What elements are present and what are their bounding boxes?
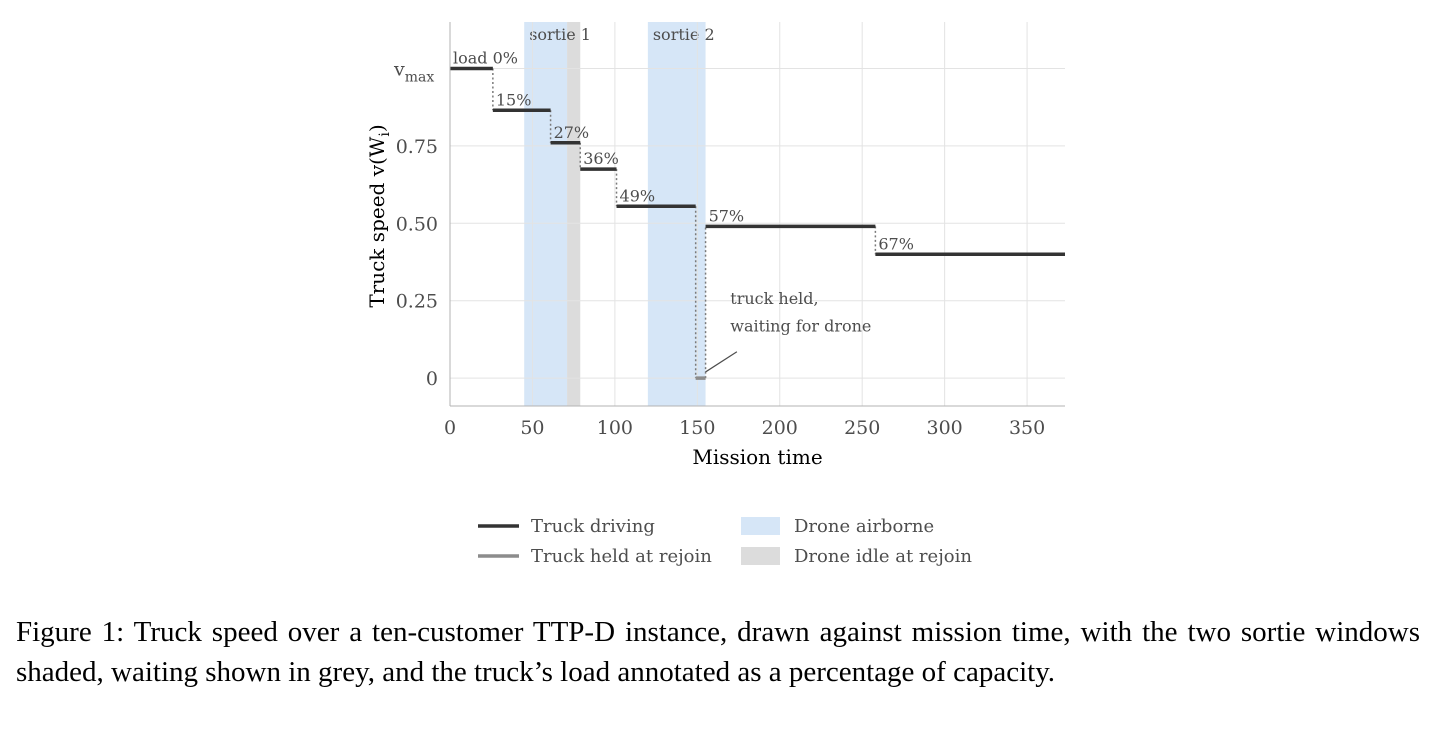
- legend-key-3: [741, 517, 780, 535]
- speed-chart: sortie 1 sortie 2 load 0% 15% 27% 36%49% 57% 6…: [365, 22, 1065, 567]
- legend-label-1: Truck driving: [531, 516, 655, 537]
- sortie-label-2: sortie 2: [653, 25, 715, 44]
- x-tick-label: 0: [444, 417, 456, 439]
- load-label-4: 36%: [583, 149, 619, 168]
- x-tick-label: 350: [1009, 417, 1045, 439]
- legend-label-2: Truck held at rejoin: [531, 546, 712, 567]
- sortie-band-1: [524, 22, 568, 406]
- axes: 0 50 100 150 200 250 300 350 0 0.25 0.50 0.75 vmax Mi…: [365, 22, 1065, 469]
- idle-band-1: [567, 22, 581, 406]
- load-label-5: 49%: [620, 186, 656, 205]
- grid-lines: [449, 22, 1065, 406]
- wait-annotation: truck held, waiting for drone: [705, 289, 871, 373]
- x-tick-label: 250: [844, 417, 880, 439]
- load-label-3: 27%: [554, 123, 590, 142]
- annotation-line-1: truck held,: [730, 289, 818, 308]
- load-label-6: 57%: [709, 206, 745, 225]
- figure-caption: Figure 1: Truck speed over a ten-custome…: [16, 616, 1420, 688]
- step-connectors: [492, 68, 877, 379]
- annotation-pointer: [705, 351, 738, 373]
- annotation-line-2: waiting for drone: [730, 317, 871, 336]
- legend-label-3: Drone airborne: [794, 516, 934, 537]
- x-tick-label: 300: [927, 417, 963, 439]
- x-tick-label: 100: [597, 417, 633, 439]
- y-axis-title: Truck speed v(Wi): [365, 124, 393, 307]
- load-labels: load 0% 15% 27% 36%49% 57% 67%: [453, 48, 914, 253]
- x-axis-title: Mission time: [692, 445, 822, 469]
- load-label-7: 67%: [878, 234, 914, 253]
- speed-segments: [450, 66, 1065, 380]
- y-tick-label: vmax: [393, 58, 434, 85]
- load-label-2: 15%: [496, 90, 532, 109]
- legend: Truck driving Truck held at rejoin Drone a…: [478, 516, 972, 567]
- y-tick-label: 0: [426, 368, 438, 390]
- legend-key-4: [741, 547, 780, 565]
- y-tick-label: 0.75: [396, 136, 438, 158]
- y-tick-label: 0.25: [396, 291, 438, 313]
- x-tick-label: 200: [762, 417, 798, 439]
- sortie-label-1: sortie 1: [529, 25, 591, 44]
- sortie-bands: sortie 1 sortie 2: [524, 22, 715, 406]
- x-tick-label: 50: [520, 417, 544, 439]
- x-tick-label: 150: [679, 417, 715, 439]
- y-tick-label: 0.50: [396, 213, 438, 235]
- load-label-1: load 0%: [453, 48, 518, 67]
- legend-label-4: Drone idle at rejoin: [794, 546, 972, 567]
